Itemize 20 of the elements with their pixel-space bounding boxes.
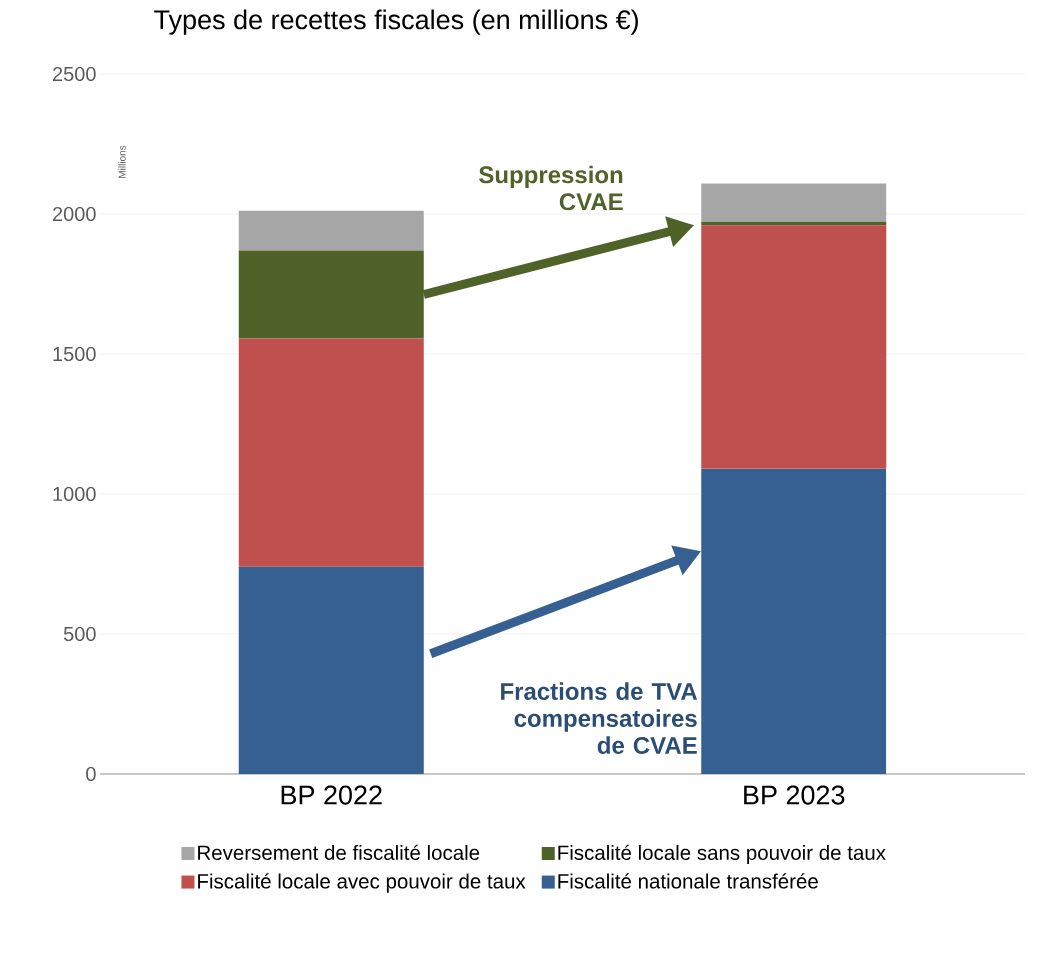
chart-title: Types de recettes fiscales (en millions €) <box>154 9 638 35</box>
legend-label: Reversement de fiscalité locale <box>198 844 480 860</box>
x-tick-label: BP 2022 <box>281 785 382 805</box>
bar <box>701 183 887 222</box>
y-tick-label: 2500 <box>52 66 96 82</box>
annotation: Fractions de TVA compensatoires de CVAE <box>501 682 698 754</box>
legend-label: Fiscalité locale avec pouvoir de taux <box>198 873 526 893</box>
x-tick-label: BP 2023 <box>744 785 845 805</box>
y-tick-label: 500 <box>63 626 96 642</box>
y-tick-label: 2000 <box>52 206 96 222</box>
y-tick-label: 0 <box>86 766 96 782</box>
y-tick-label: 1000 <box>53 486 96 502</box>
bar <box>238 338 424 567</box>
legend-label: Fiscalité nationale transférée <box>558 873 818 889</box>
y-axis-title: Millions <box>118 145 126 178</box>
bar <box>701 225 887 469</box>
legend-label: Fiscalité locale sans pouvoir de taux <box>558 844 886 865</box>
bar <box>238 566 424 774</box>
y-tick-label: 1500 <box>53 346 96 362</box>
annotation: Suppression CVAE <box>479 165 623 211</box>
